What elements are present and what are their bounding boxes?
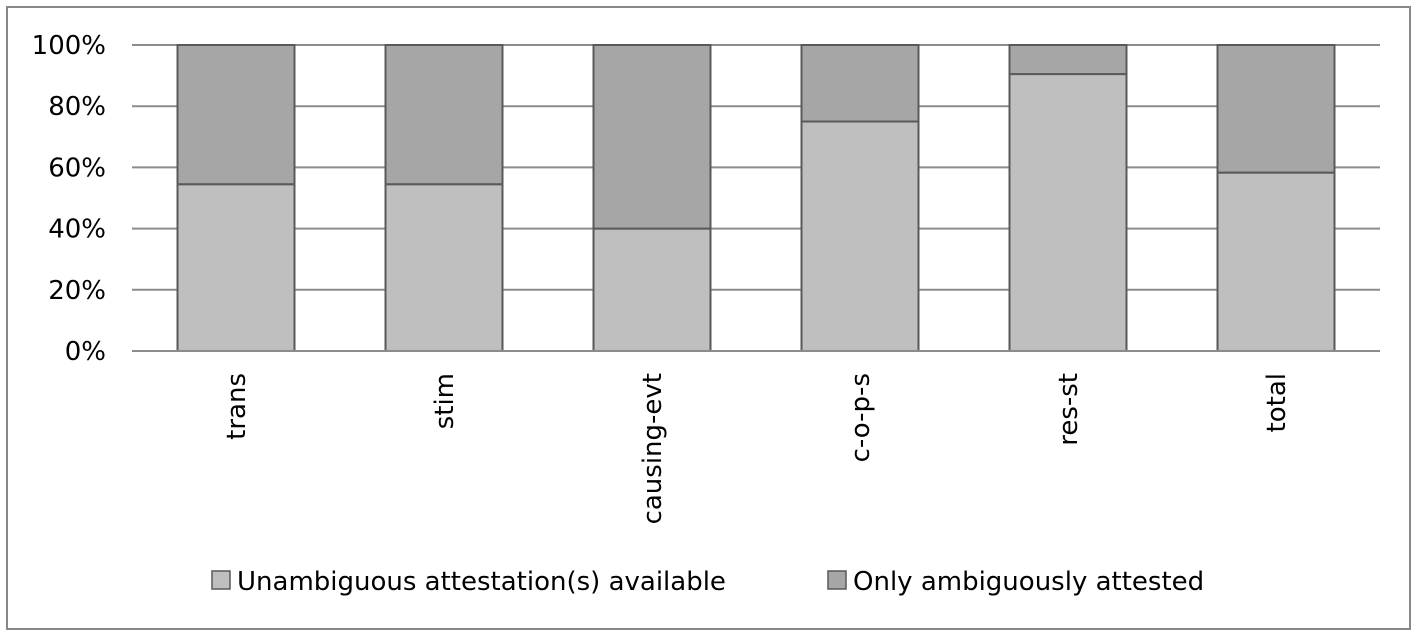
legend-swatch bbox=[827, 570, 847, 590]
bars bbox=[176, 44, 1336, 353]
x-tick-label: res-st bbox=[1054, 373, 1084, 446]
x-tick-label: total bbox=[1262, 373, 1292, 432]
gridlines bbox=[132, 44, 1380, 352]
legend: Unambiguous attestation(s) available Only… bbox=[211, 567, 1204, 597]
legend-label: Unambiguous attestation(s) available bbox=[237, 567, 726, 597]
bar-causing-evt-unambiguous bbox=[592, 227, 712, 353]
bar-causing-evt-ambiguous bbox=[592, 44, 712, 230]
bar-c-o-p-s-unambiguous bbox=[800, 120, 920, 352]
stacked-bar-chart: 0% 20% 40% 60% 80% 100% trans stim causing-evt c… bbox=[32, 31, 1380, 597]
x-tick-label: trans bbox=[222, 373, 252, 440]
legend-label: Only ambiguously attested bbox=[853, 567, 1204, 597]
legend-swatch bbox=[211, 570, 231, 590]
x-tick-label: causing-evt bbox=[638, 373, 668, 524]
bar-trans-unambiguous bbox=[176, 183, 296, 352]
bar-res-st-ambiguous bbox=[1008, 44, 1128, 76]
y-tick-label: 20% bbox=[48, 276, 106, 306]
y-tick-label: 0% bbox=[65, 337, 106, 367]
y-tick-label: 60% bbox=[48, 153, 106, 183]
x-tick-label: c-o-p-s bbox=[846, 373, 876, 462]
bar-c-o-p-s-ambiguous bbox=[800, 44, 920, 123]
y-tick-label: 40% bbox=[48, 215, 106, 245]
x-tick-label: stim bbox=[430, 373, 460, 429]
y-tick-label: 80% bbox=[48, 92, 106, 122]
bar-total-unambiguous bbox=[1216, 171, 1336, 352]
y-tick-label: 100% bbox=[32, 31, 106, 61]
bar-trans-ambiguous bbox=[176, 44, 296, 186]
bar-res-st-unambiguous bbox=[1008, 73, 1128, 352]
bar-stim-ambiguous bbox=[384, 44, 504, 186]
x-axis-labels: trans stim causing-evt c-o-p-s res-st total bbox=[222, 373, 1292, 524]
y-axis-ticks: 0% 20% 40% 60% 80% 100% bbox=[32, 31, 106, 367]
bar-total-ambiguous bbox=[1216, 44, 1336, 174]
bar-stim-unambiguous bbox=[384, 183, 504, 352]
chart-frame: 0% 20% 40% 60% 80% 100% trans stim causing-evt c… bbox=[6, 6, 1411, 630]
